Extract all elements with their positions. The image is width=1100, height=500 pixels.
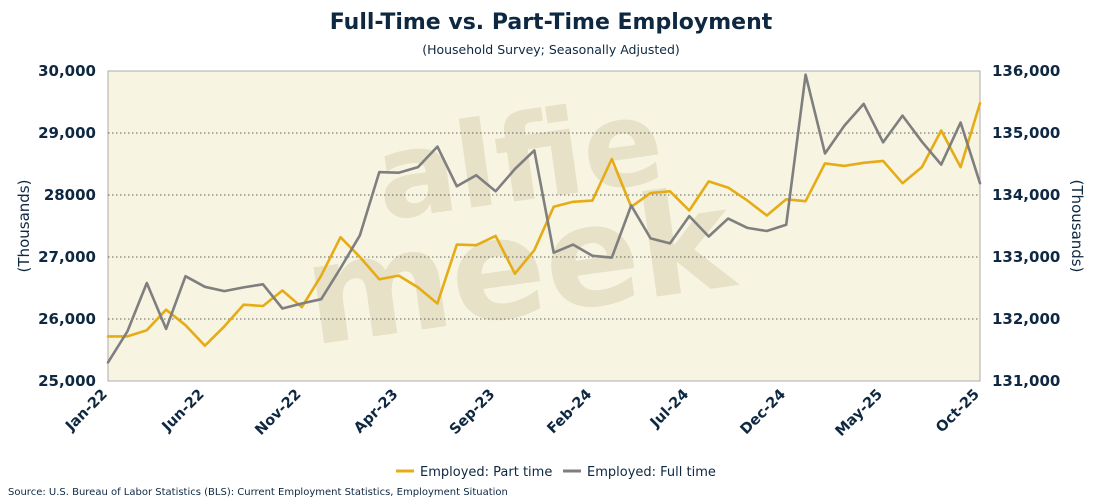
chart-subtitle: (Household Survey; Seasonally Adjusted) [422,42,680,57]
y-right-tick-label: 131,000 [992,372,1060,390]
x-tick-label: Dec-24 [738,387,789,438]
x-tick-label: Oct-25 [933,387,983,437]
y-axis-right-title: (Thousands) [1068,180,1086,273]
legend-label-part-time: Employed: Part time [420,465,552,480]
legend: Employed: Part time Employed: Full time [396,465,716,480]
series-line-full-time [106,73,982,364]
y-right-tick-label: 134,000 [992,186,1060,204]
y-right-tick-label: 132,000 [992,310,1060,328]
y-axis-left: 25,000 26,000 27,000 28000 29,000 30,000 [38,62,96,390]
x-tick-label: Jul-24 [647,387,692,432]
legend-label-full-time: Employed: Full time [587,465,716,480]
y-right-tick-label: 133,000 [992,248,1060,266]
x-tick-label: Sep-23 [447,387,499,439]
source-note: Source: U.S. Bureau of Labor Statistics … [8,487,508,498]
y-left-tick-label: 29,000 [38,124,96,142]
x-tick-label: Apr-23 [351,387,401,437]
y-right-tick-label: 135,000 [992,124,1060,142]
series-line-part-time [106,101,982,348]
y-left-tick-label: 30,000 [38,62,96,80]
y-left-tick-label: 27,000 [38,248,96,266]
y-right-tick-label: 136,000 [992,62,1060,80]
x-tick-label: Nov-22 [252,387,304,439]
chart-title: Full-Time vs. Part-Time Employment [330,10,773,35]
x-tick-label: May-25 [833,387,886,440]
x-tick-label: Jan-22 [62,387,111,436]
y-axis-right: 131,000 132,000 133,000 134,000 135,000 136,0… [992,62,1060,390]
y-left-tick-label: 26,000 [38,310,96,328]
x-tick-label: Jun-22 [159,387,208,436]
x-axis: Jan-22 Jun-22 Nov-22 Apr-23 Sep-23 Feb-24 Jul-… [62,387,983,440]
y-axis-left-title: (Thousands) [15,180,33,273]
y-left-tick-label: 28000 [44,186,96,204]
series-layer [106,73,982,364]
x-tick-label: Feb-24 [545,387,596,438]
y-left-tick-label: 25,000 [38,372,96,390]
